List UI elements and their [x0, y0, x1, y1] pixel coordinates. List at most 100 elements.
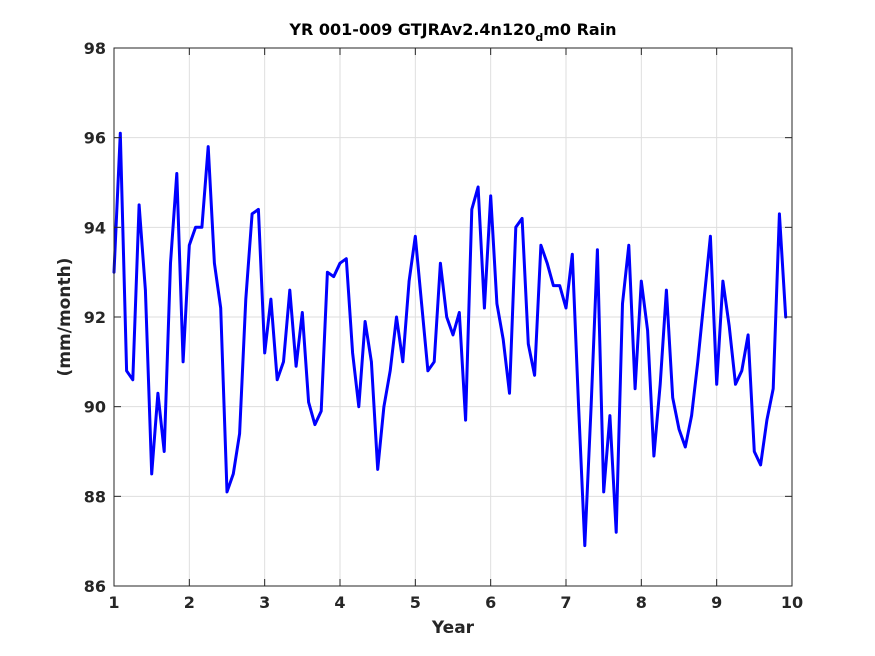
data-point: [495, 302, 499, 305]
data-point: [351, 351, 354, 355]
data-point: [376, 468, 379, 471]
data-point: [476, 185, 480, 189]
data-point: [433, 360, 436, 363]
x-tick-label: 6: [485, 593, 496, 612]
data-point: [502, 338, 505, 341]
series-layer: [112, 131, 788, 548]
data-point: [778, 212, 781, 216]
data-point: [640, 279, 643, 283]
data-point: [533, 374, 536, 377]
data-point: [301, 311, 304, 314]
y-tick-label: 92: [84, 308, 106, 327]
chart-title: YR 001-009 GTJRAv2.4n120dm0 Rain: [288, 20, 616, 44]
y-axis-label: (mm/month): [55, 258, 75, 377]
axes: 1 2 3 4 5 6 7 8 9 10 86 88 90 92 94 96 98: [84, 39, 803, 612]
data-point: [696, 360, 699, 363]
data-point: [163, 450, 166, 453]
data-point: [313, 423, 317, 426]
chart-title-main: YR 001-009 GTJRAv2.4n120: [288, 20, 535, 39]
data-point: [589, 405, 593, 408]
data-point: [294, 365, 298, 368]
x-tick-label: 5: [410, 593, 421, 612]
data-point: [464, 418, 467, 422]
data-point: [156, 392, 160, 395]
data-point: [257, 208, 260, 211]
y-tick-label: 94: [84, 218, 106, 237]
data-point: [546, 262, 549, 265]
x-tick-label: 10: [781, 593, 803, 612]
series-line: [112, 131, 788, 548]
data-point: [596, 248, 599, 251]
data-point: [200, 226, 204, 229]
data-point: [426, 369, 430, 372]
data-point: [765, 418, 769, 422]
data-point: [439, 262, 442, 265]
data-point: [213, 262, 216, 265]
data-point: [238, 432, 241, 435]
data-point: [690, 414, 693, 417]
data-point: [357, 405, 360, 408]
data-point: [740, 369, 743, 372]
data-point: [489, 194, 492, 198]
data-point: [407, 279, 411, 283]
data-point: [244, 297, 247, 301]
data-point: [520, 217, 524, 220]
data-point: [458, 311, 461, 314]
data-point: [721, 279, 725, 283]
data-point: [144, 288, 147, 292]
chart-title-subscript: d: [535, 31, 543, 44]
data-point: [188, 244, 191, 247]
chart-title-suffix: m0 Rain: [543, 20, 616, 39]
data-point: [483, 306, 486, 310]
data-point: [250, 212, 254, 216]
data-point: [633, 387, 637, 390]
data-point: [621, 302, 624, 305]
data-point: [395, 315, 398, 319]
x-tick-label: 7: [560, 593, 571, 612]
y-tick-label: 90: [84, 398, 106, 417]
data-point: [558, 284, 561, 287]
data-point: [382, 405, 386, 408]
data-point: [684, 445, 687, 449]
data-point: [659, 383, 662, 386]
data-point: [119, 132, 122, 135]
data-point: [276, 378, 279, 381]
data-point: [564, 306, 568, 310]
data-point: [207, 145, 210, 148]
data-point: [627, 244, 630, 247]
x-tick-label: 4: [334, 593, 345, 612]
data-point: [665, 288, 668, 292]
data-point: [219, 306, 222, 310]
y-tick-label: 96: [84, 129, 106, 148]
data-point: [181, 360, 185, 363]
data-point: [288, 288, 291, 292]
data-point: [728, 324, 731, 328]
data-point: [307, 401, 310, 404]
data-point: [137, 203, 141, 207]
data-point: [702, 297, 706, 301]
data-point: [232, 472, 235, 476]
data-point: [514, 226, 517, 229]
data-point: [414, 235, 417, 238]
data-point: [746, 333, 750, 337]
data-point: [326, 271, 329, 274]
y-tick-label: 88: [84, 487, 106, 506]
data-point: [583, 544, 586, 547]
x-axis-label: Year: [431, 618, 475, 638]
data-point: [320, 409, 323, 413]
data-point: [772, 387, 775, 390]
data-point: [345, 257, 348, 260]
data-point: [753, 450, 756, 453]
data-point: [445, 315, 448, 319]
x-tick-label: 9: [711, 593, 722, 612]
data-point: [608, 414, 612, 417]
data-point: [389, 369, 392, 372]
x-tick-label: 3: [259, 593, 270, 612]
data-point: [734, 383, 737, 386]
x-tick-label: 1: [108, 593, 119, 612]
data-point: [602, 490, 605, 494]
x-tick-label: 2: [184, 593, 195, 612]
data-point: [370, 360, 373, 363]
data-point: [363, 320, 367, 323]
data-point: [194, 226, 197, 229]
